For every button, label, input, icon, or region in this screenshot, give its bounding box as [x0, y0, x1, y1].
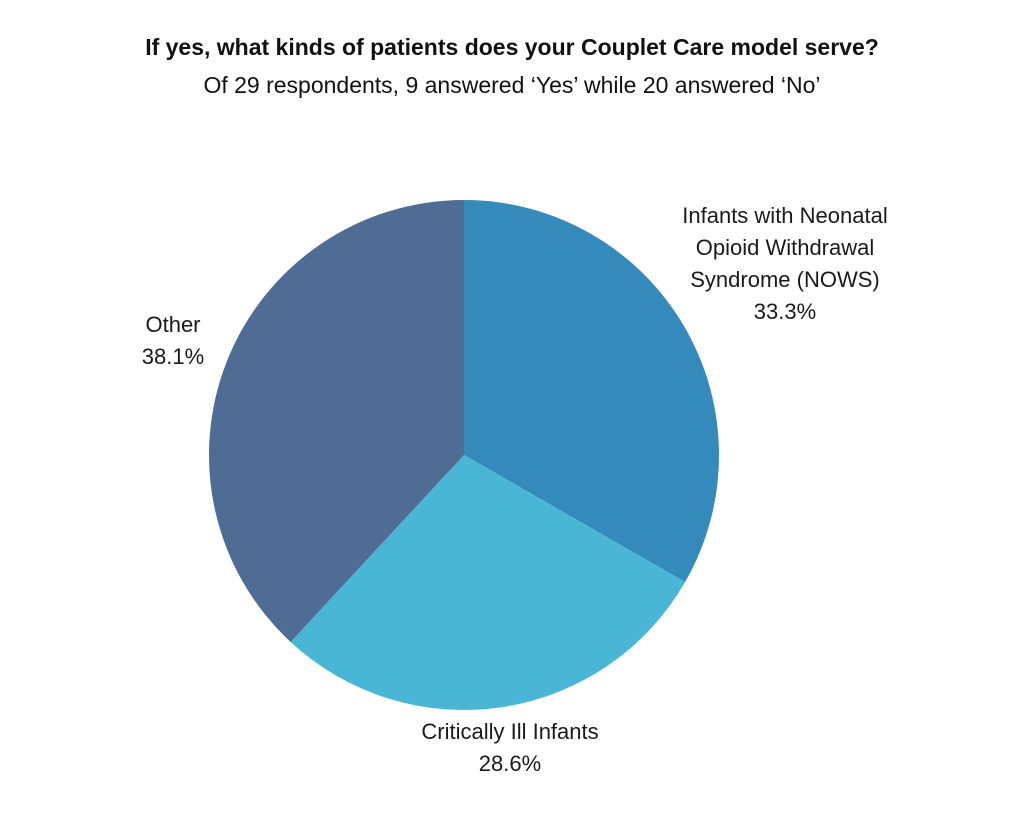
slice-label-nows-line-2: Opioid Withdrawal	[695, 235, 875, 260]
slice-label-other: Other 38.1%	[118, 309, 228, 373]
chart-subtitle: Of 29 respondents, 9 answered ‘Yes’ whil…	[203, 72, 821, 98]
chart-title: If yes, what kinds of patients does your…	[145, 34, 879, 60]
slice-label-nows: Infants with Neonatal Opioid Withdrawal …	[640, 200, 930, 328]
pie-slice-critically-ill	[290, 455, 686, 710]
slice-label-nows-line-3: Syndrome (NOWS)	[690, 267, 880, 292]
pie-slice-other	[209, 199, 464, 642]
pie-slice-nows	[464, 200, 719, 583]
slice-label-nows-line-1: Infants with Neonatal	[682, 203, 888, 228]
slice-label-critically-ill-name: Critically Ill Infants	[421, 719, 599, 744]
slice-label-other-name: Other	[145, 312, 201, 337]
slice-label-critically-ill: Critically Ill Infants 28.6%	[360, 716, 660, 780]
slice-label-critically-ill-percent: 28.6%	[478, 751, 542, 776]
slice-label-nows-percent: 33.3%	[753, 299, 817, 324]
slice-label-other-percent: 38.1%	[141, 344, 205, 369]
